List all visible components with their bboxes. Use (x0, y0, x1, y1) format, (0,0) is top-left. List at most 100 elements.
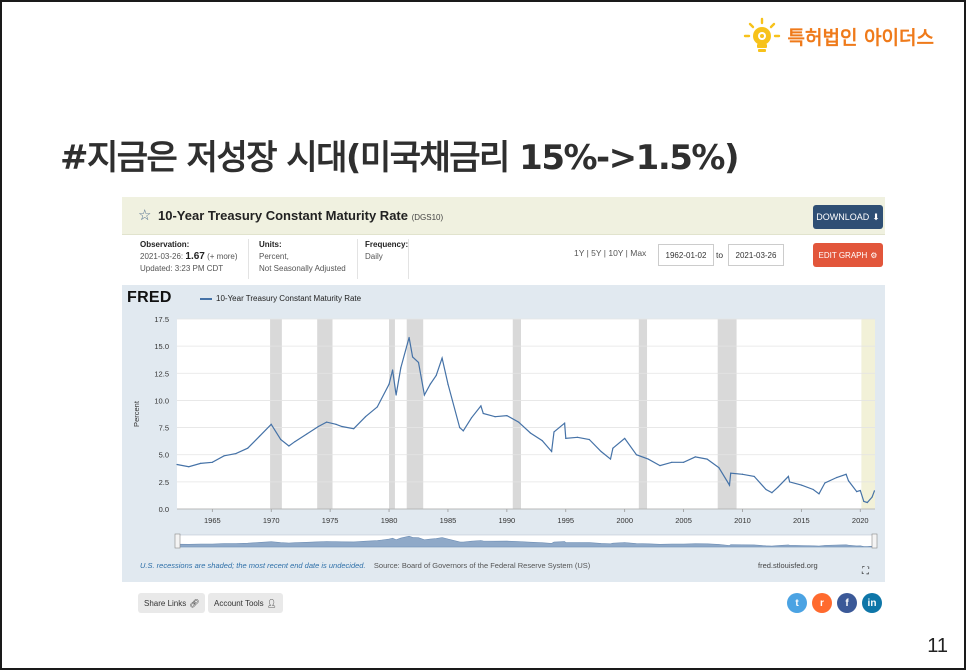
x-tick-label: 1965 (204, 516, 221, 525)
data-point (863, 500, 865, 502)
data-point (247, 447, 249, 449)
data-point (429, 383, 431, 385)
account-tools-label: Account Tools (214, 598, 264, 608)
data-point (563, 422, 566, 424)
y-tick-label: 0.0 (159, 505, 169, 514)
star-icon[interactable]: ☆ (138, 207, 152, 224)
data-point (671, 461, 673, 463)
y-tick-label: 2.5 (159, 478, 169, 487)
data-point (847, 480, 850, 482)
data-point (176, 463, 178, 466)
data-point (408, 336, 410, 339)
reddit-icon[interactable]: r (812, 593, 832, 613)
y-tick-label: 17.5 (154, 315, 169, 324)
data-point (787, 475, 790, 478)
data-point (462, 430, 464, 432)
data-point (873, 490, 876, 492)
edit-graph-button[interactable]: EDIT GRAPH ⚙ (813, 243, 883, 267)
recession-band (512, 319, 521, 509)
divider (248, 239, 249, 279)
footnote: U.S. recessions are shaded; the most rec… (140, 561, 590, 570)
data-point (335, 423, 337, 425)
x-tick-label: 1995 (557, 516, 574, 525)
data-point (741, 473, 744, 475)
y-axis-label: Percent (132, 400, 141, 427)
data-point (412, 356, 414, 358)
site-url[interactable]: fred.stlouisfed.org (758, 561, 818, 570)
download-button[interactable]: DOWNLOAD ⬇ (813, 205, 883, 229)
data-point (235, 453, 237, 455)
share-links-button[interactable]: Share Links 🔗︎ (138, 593, 206, 613)
x-tick-label: 2020 (852, 516, 869, 525)
recession-band (270, 319, 282, 509)
legend-swatch (200, 297, 212, 300)
data-point (395, 394, 397, 396)
end-date-input[interactable]: 2021-03-26 (728, 244, 784, 266)
data-point (341, 425, 343, 428)
data-point (480, 405, 482, 407)
series-line (176, 337, 875, 504)
series-title: 10-Year Treasury Constant Maturity Rate … (158, 208, 443, 223)
fred-widget: ☆ 10-Year Treasury Constant Maturity Rat… (122, 197, 885, 622)
linkedin-icon[interactable]: in (862, 593, 882, 613)
data-point (280, 438, 282, 441)
units-line2: Not Seasonally Adjusted (259, 264, 346, 273)
data-point (659, 464, 661, 467)
data-point (576, 436, 579, 438)
data-point (353, 428, 355, 430)
data-point (812, 488, 814, 491)
observation-block: Observation: 2021-03-26: 1.67 (+ more) U… (140, 239, 238, 275)
x-tick-label: 2000 (616, 516, 633, 525)
y-tick-label: 12.5 (154, 369, 169, 378)
data-point (600, 450, 602, 453)
expand-icon[interactable]: ⛶ (862, 566, 869, 577)
data-point (376, 406, 378, 408)
x-tick-label: 1990 (499, 516, 516, 525)
series-id: (DGS10) (411, 213, 444, 222)
x-tick-label: 2015 (793, 516, 810, 525)
data-point (270, 423, 272, 425)
data-point (317, 425, 319, 428)
x-tick-label: 1980 (381, 516, 398, 525)
frequency-label: Frequency: (365, 240, 409, 249)
recession-note: U.S. recessions are shaded; the most rec… (140, 561, 366, 570)
start-date-input[interactable]: 1962-01-02 (658, 244, 714, 266)
recession-band (389, 319, 395, 509)
account-tools-button[interactable]: Account Tools 👤︎ (208, 593, 283, 613)
data-point (305, 433, 308, 435)
facebook-icon[interactable]: f (837, 593, 857, 613)
download-icon: ⬇ (872, 211, 880, 222)
data-point (824, 482, 826, 484)
user-icon: 👤︎ (266, 598, 277, 608)
x-tick-label: 2010 (734, 516, 751, 525)
data-point (326, 421, 328, 423)
data-point (800, 484, 802, 486)
data-point (765, 488, 767, 491)
navigator-handle-left (174, 533, 181, 549)
download-label: DOWNLOAD (816, 212, 870, 222)
fred-header: ☆ 10-Year Treasury Constant Maturity Rat… (122, 197, 885, 235)
frequency-block: Frequency: Daily (365, 239, 408, 263)
data-point (482, 412, 484, 415)
observation-more-link[interactable]: (+ more) (207, 252, 238, 261)
data-point (188, 466, 190, 468)
legend-label: 10-Year Treasury Constant Maturity Rate (216, 294, 362, 303)
data-point (211, 461, 213, 463)
share-links-label: Share Links (144, 598, 187, 608)
data-point (635, 454, 638, 456)
range-links[interactable]: 1Y | 5Y | 10Y | Max (574, 248, 647, 258)
twitter-icon[interactable]: t (787, 593, 807, 613)
recession-band (317, 319, 333, 509)
data-point (288, 445, 290, 447)
brand-name: 특허법인 아이더스 (787, 26, 934, 49)
data-point (494, 416, 496, 418)
data-point (391, 369, 394, 371)
data-point (400, 367, 402, 369)
line-chart: 0.0 2.5 5.0 7.5 10.0 12.5 15.0 17.5 1965 1970 1975… (132, 315, 878, 549)
units-label: Units: (259, 240, 282, 249)
gear-icon: ⚙ (870, 250, 878, 260)
data-point (856, 491, 858, 493)
series-title-text: 10-Year Treasury Constant Maturity Rate (158, 208, 408, 223)
recession-band (717, 319, 737, 509)
